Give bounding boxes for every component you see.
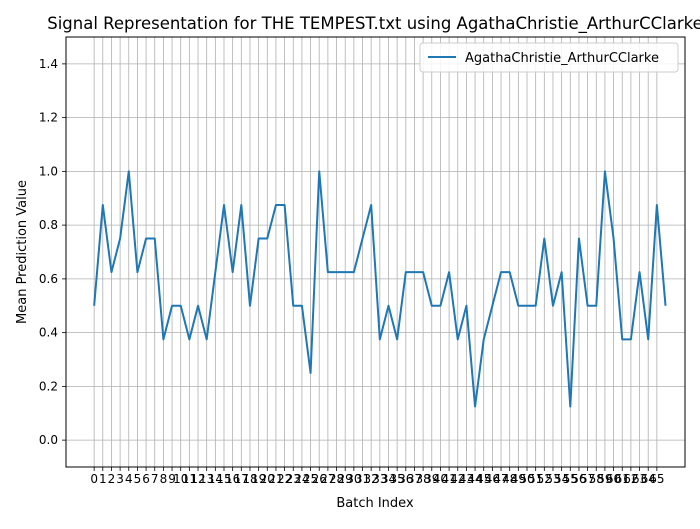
x-tick-label: 58 bbox=[589, 472, 604, 486]
x-tick-label: 7 bbox=[151, 472, 159, 486]
x-tick-label: 52 bbox=[537, 472, 552, 486]
x-tick-label: 6 bbox=[142, 472, 150, 486]
x-tick-label: 9 bbox=[168, 472, 176, 486]
x-tick-label: 14 bbox=[208, 472, 223, 486]
x-tick-label: 24 bbox=[294, 472, 309, 486]
x-tick-label: 62 bbox=[623, 472, 638, 486]
y-tick-label: 0.6 bbox=[39, 272, 58, 286]
y-axis-ticks: 0.0 0.2 0.4 0.6 0.8 1.0 1.2 1.4 bbox=[39, 57, 66, 447]
x-tick-label: 22 bbox=[277, 472, 292, 486]
x-tick-label: 65 bbox=[649, 472, 664, 486]
x-tick-label: 53 bbox=[545, 472, 560, 486]
legend: AgathaChristie_ArthurCClarke bbox=[419, 42, 679, 73]
x-tick-label: 23 bbox=[286, 472, 301, 486]
y-tick-label: 0.4 bbox=[39, 326, 58, 340]
x-tick-label: 16 bbox=[225, 472, 240, 486]
x-tick-label: 60 bbox=[606, 472, 621, 486]
x-tick-label: 29 bbox=[338, 472, 353, 486]
x-tick-label: 64 bbox=[641, 472, 656, 486]
x-tick-label: 20 bbox=[260, 472, 275, 486]
x-tick-label: 33 bbox=[372, 472, 387, 486]
x-tick-label: 38 bbox=[415, 472, 430, 486]
x-tick-label: 47 bbox=[493, 472, 508, 486]
y-tick-label: 0.0 bbox=[39, 433, 58, 447]
x-tick-label: 27 bbox=[320, 472, 335, 486]
chart-title: Signal Representation for THE TEMPEST.tx… bbox=[47, 14, 700, 34]
x-tick-label: 59 bbox=[597, 472, 612, 486]
x-axis-label: Batch Index bbox=[336, 496, 414, 511]
x-tick-label: 44 bbox=[467, 472, 482, 486]
x-tick-label: 37 bbox=[407, 472, 422, 486]
x-tick-label: 46 bbox=[485, 472, 500, 486]
x-tick-label: 54 bbox=[554, 472, 569, 486]
plot-area bbox=[65, 36, 686, 468]
x-tick-label: 10 bbox=[173, 472, 188, 486]
legend-box bbox=[419, 42, 679, 73]
series-line bbox=[93, 170, 667, 408]
x-tick-label: 49 bbox=[511, 472, 526, 486]
x-tick-label: 56 bbox=[571, 472, 586, 486]
x-tick-label: 12 bbox=[190, 472, 205, 486]
x-tick-label: 13 bbox=[199, 472, 214, 486]
y-tick-label: 1.2 bbox=[39, 111, 58, 125]
x-tick-label: 55 bbox=[563, 472, 578, 486]
x-tick-label: 61 bbox=[615, 472, 630, 486]
x-tick-label: 36 bbox=[398, 472, 413, 486]
x-tick-label: 1 bbox=[99, 472, 107, 486]
x-tick-label: 28 bbox=[329, 472, 344, 486]
x-tick-label: 25 bbox=[303, 472, 318, 486]
x-tick-label: 3 bbox=[116, 472, 124, 486]
x-tick-label: 26 bbox=[312, 472, 327, 486]
x-tick-label: 0 bbox=[90, 472, 98, 486]
x-tick-label: 39 bbox=[424, 472, 439, 486]
x-tick-label: 50 bbox=[519, 472, 534, 486]
x-tick-label: 34 bbox=[381, 472, 396, 486]
x-tick-label: 42 bbox=[450, 472, 465, 486]
legend-label: AgathaChristie_ArthurCClarke bbox=[465, 51, 659, 66]
x-axis-ticks: 0 1 2 3 4 5 6 7 8 9101112131415161718192021222324… bbox=[90, 467, 665, 486]
series-layer bbox=[93, 170, 667, 408]
x-tick-label: 63 bbox=[632, 472, 647, 486]
x-tick-label: 8 bbox=[160, 472, 168, 486]
x-tick-label: 21 bbox=[268, 472, 283, 486]
grid bbox=[66, 37, 685, 467]
x-tick-label: 15 bbox=[216, 472, 231, 486]
x-tick-label: 48 bbox=[502, 472, 517, 486]
x-tick-label: 41 bbox=[441, 472, 456, 486]
x-tick-label: 11 bbox=[182, 472, 197, 486]
x-tick-label: 2 bbox=[108, 472, 116, 486]
x-tick-label: 57 bbox=[580, 472, 595, 486]
x-tick-label: 32 bbox=[364, 472, 379, 486]
y-tick-label: 1.4 bbox=[39, 57, 58, 71]
x-tick-label: 35 bbox=[390, 472, 405, 486]
x-tick-label: 40 bbox=[433, 472, 448, 486]
x-tick-label: 51 bbox=[528, 472, 543, 486]
y-tick-label: 0.8 bbox=[39, 218, 58, 232]
x-tick-label: 31 bbox=[355, 472, 370, 486]
x-tick-label: 45 bbox=[476, 472, 491, 486]
y-tick-label: 1.0 bbox=[39, 164, 58, 178]
x-tick-label: 19 bbox=[251, 472, 266, 486]
x-tick-label: 17 bbox=[234, 472, 249, 486]
x-tick-label: 18 bbox=[242, 472, 257, 486]
x-tick-label: 4 bbox=[125, 472, 133, 486]
y-axis-label: Mean Prediction Value bbox=[15, 180, 30, 324]
x-tick-label: 5 bbox=[134, 472, 142, 486]
x-tick-label: 43 bbox=[459, 472, 474, 486]
x-tick-label: 30 bbox=[346, 472, 361, 486]
y-tick-label: 0.2 bbox=[39, 379, 58, 393]
